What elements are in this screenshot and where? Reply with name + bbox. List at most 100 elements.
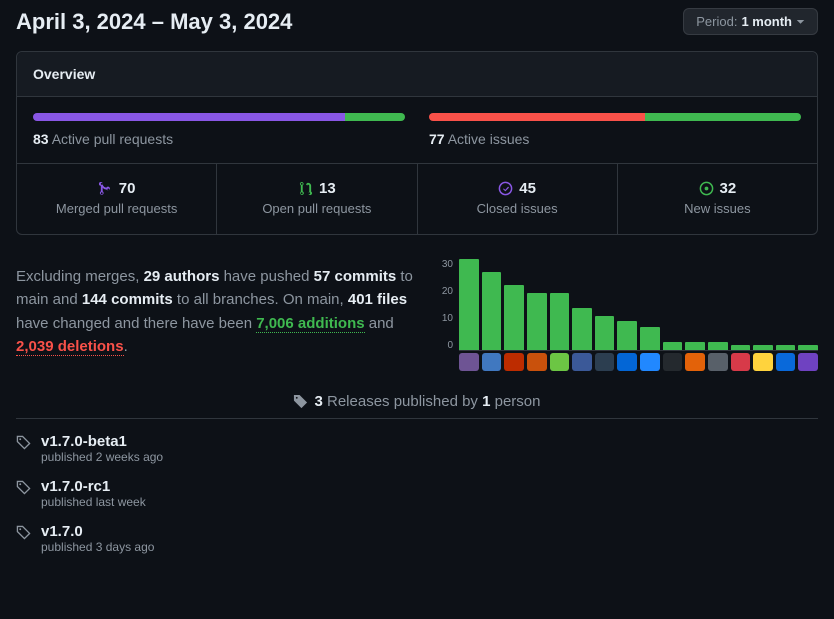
overview-title: Overview [17, 52, 817, 97]
summary-text: Excluding merges, 29 authors have pushed… [16, 259, 417, 371]
chart-y-axis: 3020100 [433, 259, 453, 351]
summary-frag: Excluding merges, [16, 268, 144, 285]
releases-count: 3 [314, 393, 322, 410]
contributor-avatar[interactable] [527, 353, 547, 371]
additions-link[interactable]: 7,006 additions [256, 315, 364, 333]
commit-bar[interactable] [685, 342, 705, 350]
contributor-avatar[interactable] [798, 353, 818, 371]
commit-bar[interactable] [663, 342, 683, 350]
contributor-avatar[interactable] [640, 353, 660, 371]
summary-files: 401 files [348, 291, 407, 308]
release-published: published last week [41, 495, 146, 509]
pr-label-text: Active pull requests [52, 131, 173, 147]
summary-commits-main: 57 commits [314, 268, 397, 285]
summary-row: Excluding merges, 29 authors have pushed… [16, 259, 818, 371]
contributor-avatar[interactable] [550, 353, 570, 371]
contributor-avatar[interactable] [731, 353, 751, 371]
activity-bars-row: 83 Active pull requests 77 Active issues [17, 97, 817, 164]
contributor-avatar[interactable] [482, 353, 502, 371]
pr-bar-track [33, 113, 405, 121]
commit-bar[interactable] [527, 293, 547, 350]
contributor-avatar[interactable] [617, 353, 637, 371]
releases-text2: person [495, 393, 541, 410]
summary-frag: and [365, 315, 394, 332]
contributor-avatar[interactable] [753, 353, 773, 371]
pull-request-icon [298, 181, 313, 196]
new-label: New issues [626, 201, 809, 216]
check-circle-icon [498, 181, 513, 196]
date-range-title: April 3, 2024 – May 3, 2024 [16, 9, 292, 35]
release-item: v1.7.0 published 3 days ago [16, 523, 818, 554]
chevron-down-icon [796, 17, 805, 26]
release-published: published 2 weeks ago [41, 450, 163, 464]
commit-bar[interactable] [482, 272, 502, 350]
new-issues-stat[interactable]: 32 New issues [618, 164, 817, 234]
commit-bar[interactable] [459, 259, 479, 350]
commit-bar[interactable] [640, 327, 660, 350]
issue-label-text: Active issues [448, 131, 530, 147]
tag-icon [16, 478, 31, 495]
closed-issues-stat[interactable]: 45 Closed issues [418, 164, 618, 234]
contributor-avatar[interactable] [504, 353, 524, 371]
contributor-avatar[interactable] [595, 353, 615, 371]
merged-label: Merged pull requests [25, 201, 208, 216]
commit-bar[interactable] [572, 308, 592, 350]
merged-pr-stat[interactable]: 70 Merged pull requests [17, 164, 217, 234]
overview-card: Overview 83 Active pull requests 77 Acti… [16, 51, 818, 235]
issue-count: 77 [429, 131, 445, 147]
commit-bar[interactable] [617, 321, 637, 350]
release-item: v1.7.0-rc1 published last week [16, 478, 818, 509]
closed-count: 45 [519, 180, 536, 197]
contributor-avatar[interactable] [572, 353, 592, 371]
pr-merged-segment [33, 113, 345, 121]
contributor-avatar[interactable] [663, 353, 683, 371]
merge-icon [98, 181, 113, 196]
release-name-link[interactable]: v1.7.0 [41, 523, 83, 540]
chart-avatars [433, 353, 818, 371]
commit-bar[interactable] [550, 293, 570, 350]
pr-bar-label: 83 Active pull requests [33, 131, 405, 147]
commit-bar[interactable] [731, 345, 751, 350]
commit-bar[interactable] [776, 345, 796, 350]
header-row: April 3, 2024 – May 3, 2024 Period: 1 mo… [16, 8, 818, 35]
stats-row: 70 Merged pull requests 13 Open pull req… [17, 164, 817, 234]
summary-frag: have changed and there have been [16, 315, 256, 332]
commit-bar[interactable] [753, 345, 773, 350]
commit-bar[interactable] [798, 345, 818, 350]
contributor-avatar[interactable] [685, 353, 705, 371]
tag-icon [16, 433, 31, 450]
summary-commits-all: 144 commits [82, 291, 173, 308]
commit-bar[interactable] [595, 316, 615, 350]
release-name-link[interactable]: v1.7.0-beta1 [41, 433, 127, 450]
period-dropdown[interactable]: Period: 1 month [683, 8, 818, 35]
issue-new-segment [645, 113, 801, 121]
releases-text1: Releases published by [327, 393, 478, 410]
pr-activity-block: 83 Active pull requests [33, 113, 405, 147]
release-name-link[interactable]: v1.7.0-rc1 [41, 478, 110, 495]
issue-activity-block: 77 Active issues [429, 113, 801, 147]
open-pr-stat[interactable]: 13 Open pull requests [217, 164, 417, 234]
summary-frag: . [124, 338, 128, 355]
commit-bar[interactable] [708, 342, 728, 350]
new-count: 32 [720, 180, 737, 197]
commit-bar[interactable] [504, 285, 524, 350]
summary-frag: to all branches. On main, [173, 291, 348, 308]
releases-list: v1.7.0-beta1 published 2 weeks ago v1.7.… [16, 433, 818, 554]
contributor-avatar[interactable] [459, 353, 479, 371]
releases-people: 1 [482, 393, 490, 410]
open-count: 13 [319, 180, 336, 197]
deletions-link[interactable]: 2,039 deletions [16, 338, 124, 356]
open-label: Open pull requests [225, 201, 408, 216]
commits-chart: 3020100 [433, 259, 818, 371]
issue-bar-track [429, 113, 801, 121]
release-published: published 3 days ago [41, 540, 154, 554]
summary-authors: 29 authors [144, 268, 220, 285]
issue-bar-label: 77 Active issues [429, 131, 801, 147]
contributor-avatar[interactable] [708, 353, 728, 371]
closed-label: Closed issues [426, 201, 609, 216]
period-label: Period: [696, 14, 737, 29]
releases-header: 3 Releases published by 1 person [16, 393, 818, 419]
period-value: 1 month [741, 14, 792, 29]
issue-closed-segment [429, 113, 645, 121]
contributor-avatar[interactable] [776, 353, 796, 371]
